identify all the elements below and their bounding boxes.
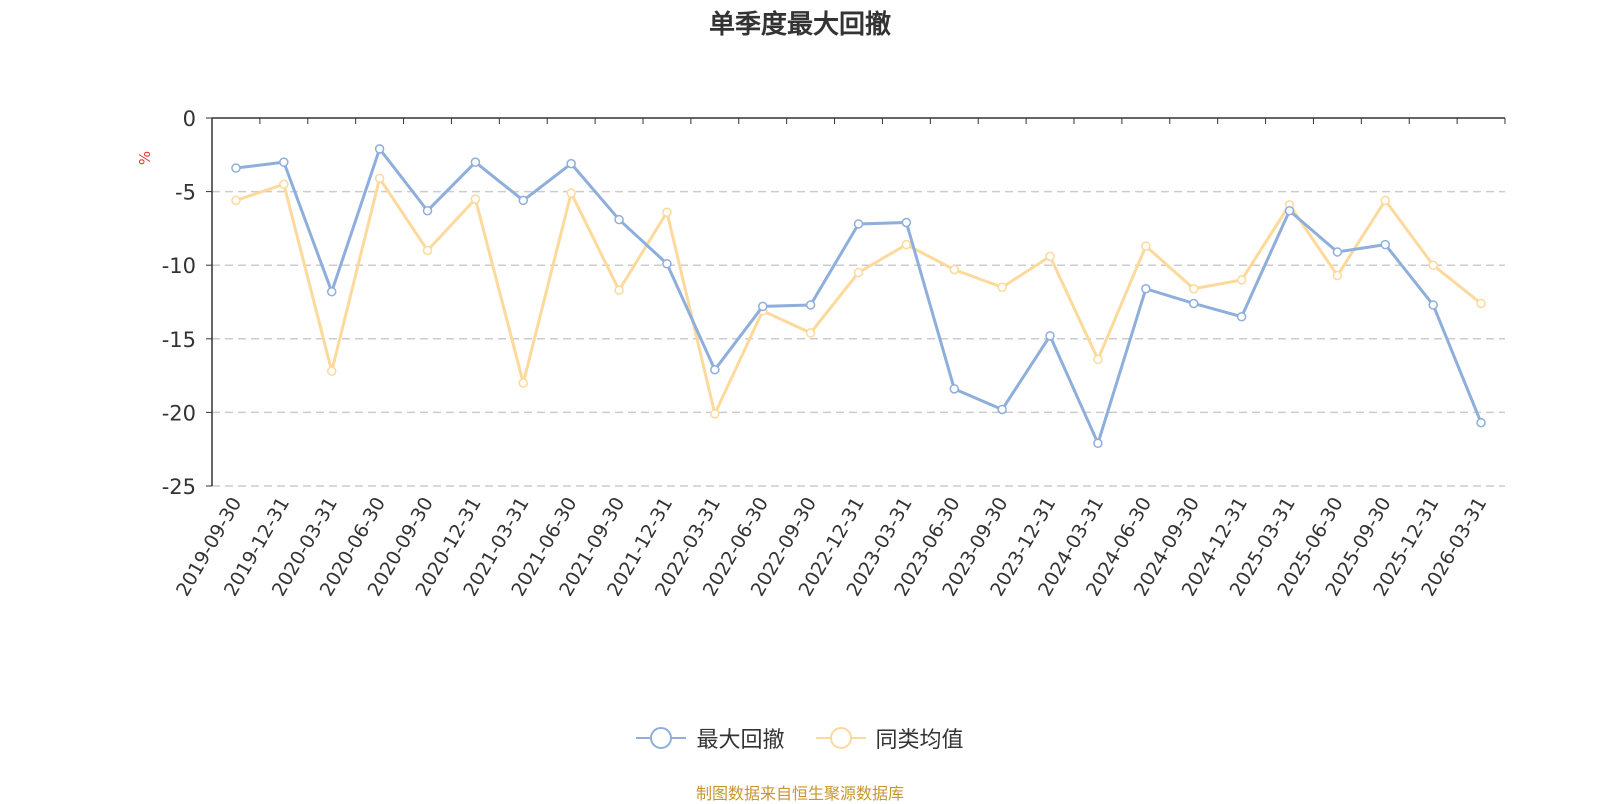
series-2-point-13 <box>853 267 864 278</box>
legend-label-2: 同类均值 <box>875 728 964 753</box>
series-2-point-2 <box>326 366 337 376</box>
legend-swatch-2 <box>815 727 866 749</box>
series-2-point-9 <box>662 207 672 217</box>
series-2-point-17 <box>1045 251 1055 262</box>
series-2-point-25 <box>1428 260 1438 270</box>
series-2-point-4 <box>422 245 433 256</box>
series-1-point-21 <box>1236 311 1247 322</box>
series-1-point-19 <box>1141 284 1151 294</box>
legend-swatch-1 <box>636 727 687 749</box>
series-1-point-20 <box>1188 298 1199 309</box>
series-2-point-23 <box>1332 270 1343 281</box>
y-tick-label-4: -20 <box>162 401 196 425</box>
series-2-point-21 <box>1236 275 1247 285</box>
series-2-point-10 <box>710 409 720 419</box>
y-tick-label-2: -10 <box>162 254 196 278</box>
axes <box>206 117 1506 487</box>
series-1-point-4 <box>422 205 433 216</box>
series-1-point-26 <box>1476 417 1486 428</box>
series-2-point-15 <box>949 264 960 275</box>
legend-item-2[interactable]: 同类均值 <box>815 722 964 754</box>
series-1-point-7 <box>566 158 576 169</box>
series-1-point-25 <box>1428 300 1438 310</box>
y-tick-label-3: -15 <box>162 328 196 352</box>
series-line-1 <box>235 147 1483 445</box>
y-tick-label-0: 0 <box>183 107 196 131</box>
series-2-point-3 <box>374 173 385 184</box>
grid-lines <box>212 190 1505 487</box>
y-axis-label: % <box>136 151 154 165</box>
series-1-point-15 <box>949 384 960 394</box>
series-2-point-5 <box>470 194 481 204</box>
series-2-point-24 <box>1380 195 1391 206</box>
series-1-point-22 <box>1284 205 1295 216</box>
series-1-point-2 <box>326 286 337 297</box>
series-1-point-11 <box>757 301 768 312</box>
series-2-point-18 <box>1093 354 1103 365</box>
series-2-point-6 <box>518 378 529 388</box>
series-2-point-7 <box>566 188 576 198</box>
series-1-point-0 <box>231 163 241 173</box>
series-1-point-23 <box>1332 247 1343 257</box>
series-1-point-10 <box>710 364 720 375</box>
series-2-point-14 <box>901 239 912 250</box>
source-note: 制图数据来自恒生聚源数据库 <box>695 784 904 803</box>
series-2-point-20 <box>1188 284 1199 294</box>
series-2-point-19 <box>1141 241 1151 251</box>
y-tick-label-5: -25 <box>162 475 196 499</box>
series-1-point-14 <box>901 217 912 228</box>
series-1-point-9 <box>662 258 672 269</box>
series-2-point-16 <box>997 282 1007 293</box>
legend: 最大回撤 同类均值 <box>0 722 1600 756</box>
series-1-point-18 <box>1093 438 1103 449</box>
chart-title: 单季度最大回撤 <box>708 10 891 40</box>
series-1-point-24 <box>1380 239 1391 250</box>
legend-item-1[interactable]: 最大回撤 <box>636 722 785 754</box>
series-2-point-26 <box>1476 298 1486 309</box>
series-1-point-6 <box>518 195 529 206</box>
series-2-point-12 <box>805 328 816 338</box>
y-tick-label-1: -5 <box>175 181 196 205</box>
series-1-point-17 <box>1045 331 1055 341</box>
series-2-point-0 <box>231 195 241 206</box>
series-1-point-8 <box>614 214 624 225</box>
series-2-point-1 <box>279 179 289 189</box>
series-lines <box>231 144 1486 449</box>
legend-label-1: 最大回撤 <box>696 728 785 753</box>
tick-labels: 0-5-10-15-20-25%2019-09-302019-12-312020… <box>136 107 1491 600</box>
series-1-point-5 <box>470 157 481 167</box>
series-1-point-1 <box>279 157 289 167</box>
series-2-point-8 <box>614 285 624 295</box>
series-1-point-3 <box>374 144 385 154</box>
series-1-point-16 <box>997 404 1007 415</box>
series-1-point-13 <box>853 219 864 229</box>
series-1-point-12 <box>805 300 816 310</box>
